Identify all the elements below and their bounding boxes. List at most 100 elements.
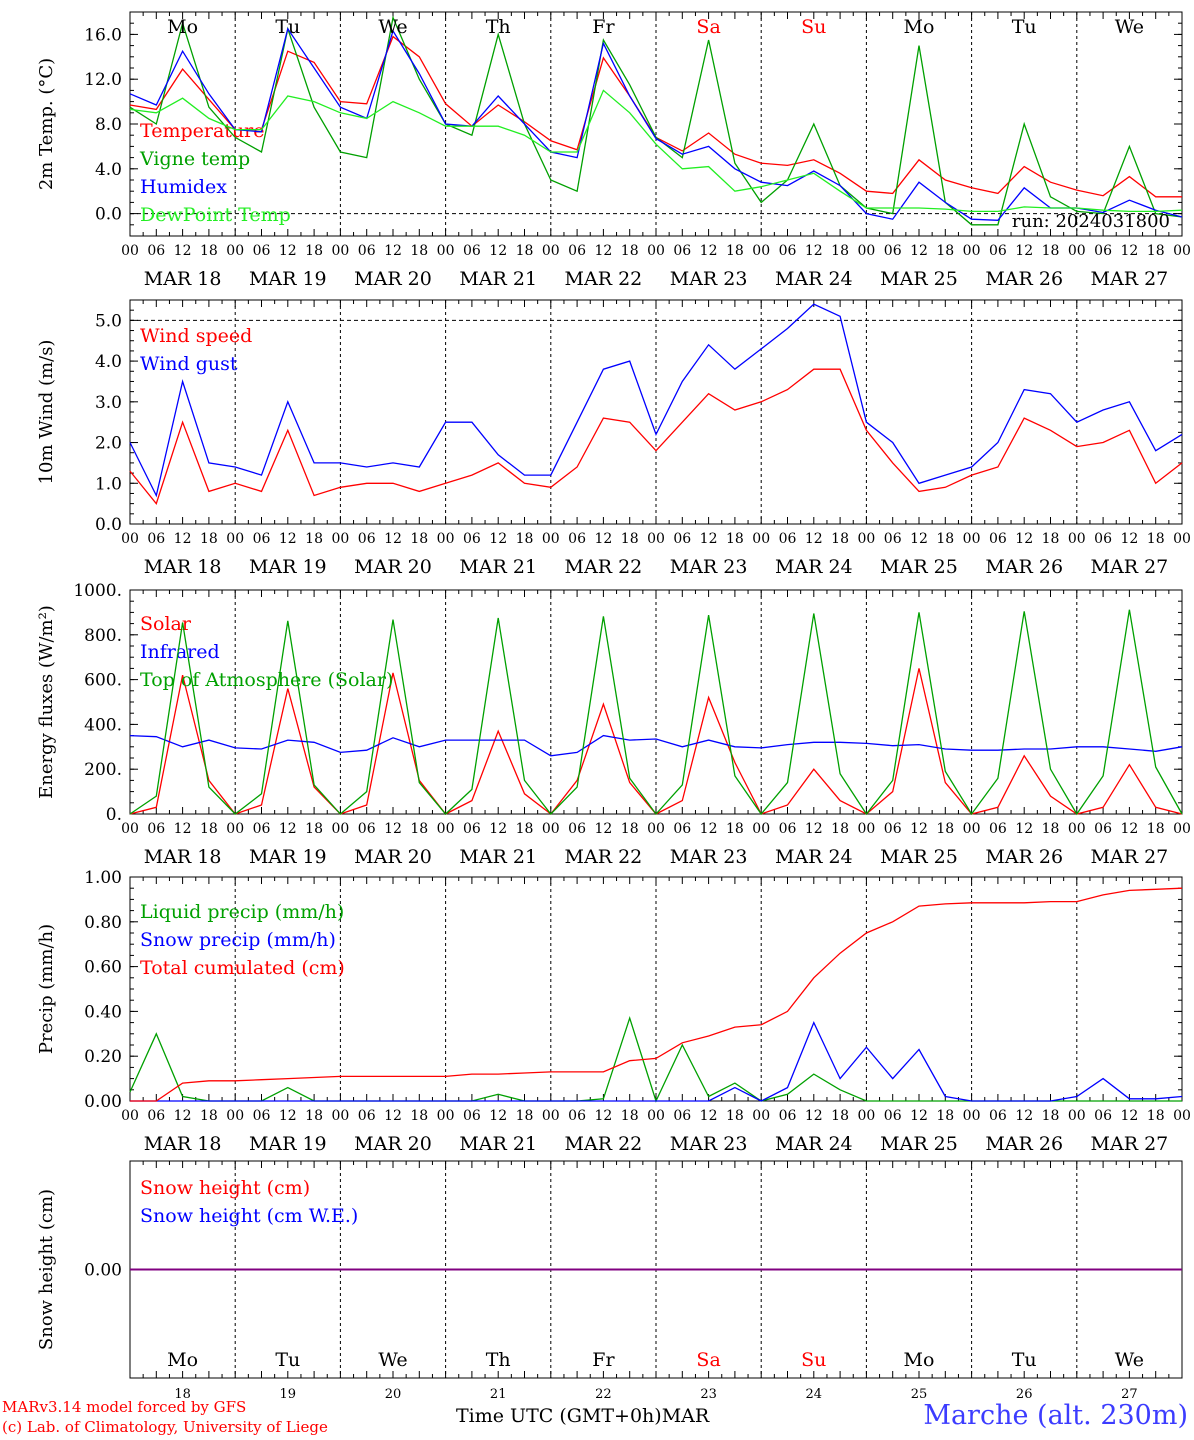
date-label: MAR 24 bbox=[775, 1133, 853, 1155]
date-label: MAR 25 bbox=[880, 556, 958, 578]
date-label: MAR 23 bbox=[670, 846, 748, 868]
hour-label: 12 bbox=[594, 821, 612, 837]
date-label: MAR 19 bbox=[249, 268, 327, 290]
hour-label: 18 bbox=[305, 1108, 323, 1124]
day-number: 19 bbox=[280, 1387, 297, 1402]
day-label: Th bbox=[486, 1349, 511, 1371]
hour-label: 18 bbox=[621, 821, 639, 837]
hour-label: 00 bbox=[1068, 243, 1086, 259]
hour-label: 06 bbox=[358, 821, 376, 837]
date-label: MAR 19 bbox=[249, 556, 327, 578]
y-tick-label: 2.0 bbox=[95, 434, 122, 454]
hour-label: 12 bbox=[384, 243, 402, 259]
hour-label: 12 bbox=[594, 1108, 612, 1124]
y-tick-label: 0.60 bbox=[84, 958, 122, 978]
legend-entry: Snow height (cm) bbox=[140, 1177, 310, 1199]
y-tick-label: 4.0 bbox=[95, 352, 122, 372]
hour-label: 00 bbox=[1173, 821, 1191, 837]
date-label: MAR 18 bbox=[144, 846, 222, 868]
hour-label: 00 bbox=[226, 1108, 244, 1124]
hour-label: 06 bbox=[884, 1108, 902, 1124]
hour-label: 18 bbox=[305, 243, 323, 259]
hour-label: 06 bbox=[463, 243, 481, 259]
date-label: MAR 24 bbox=[775, 268, 853, 290]
hour-label: 06 bbox=[989, 531, 1007, 547]
hour-label: 18 bbox=[1042, 531, 1060, 547]
hour-label: 06 bbox=[673, 531, 691, 547]
hour-label: 00 bbox=[331, 531, 349, 547]
station-label: Marche (alt. 230m) bbox=[923, 1400, 1188, 1431]
legend-entry: Wind speed bbox=[140, 325, 252, 347]
hour-label: 06 bbox=[568, 531, 586, 547]
hour-label: 18 bbox=[200, 243, 218, 259]
y-tick-label: 12.0 bbox=[84, 70, 122, 90]
hour-label: 06 bbox=[253, 1108, 271, 1124]
legend-entry: Humidex bbox=[140, 176, 227, 198]
legend-entry: DewPoint Temp bbox=[140, 204, 291, 226]
hour-label: 06 bbox=[989, 821, 1007, 837]
hour-label: 00 bbox=[1173, 243, 1191, 259]
hour-label: 06 bbox=[253, 821, 271, 837]
run-annotation: run: 2024031800 bbox=[1012, 211, 1170, 232]
day-label: Tu bbox=[1012, 1349, 1037, 1371]
legend-entry: Total cumulated (cm) bbox=[140, 957, 345, 979]
day-label: Mo bbox=[167, 16, 198, 38]
day-label: Su bbox=[801, 16, 826, 38]
date-label: MAR 22 bbox=[565, 556, 643, 578]
date-label: MAR 23 bbox=[670, 556, 748, 578]
hour-label: 18 bbox=[831, 531, 849, 547]
hour-label: 12 bbox=[805, 821, 823, 837]
hour-label: 00 bbox=[437, 821, 455, 837]
hour-label: 12 bbox=[1015, 1108, 1033, 1124]
hour-label: 12 bbox=[384, 531, 402, 547]
hour-label: 12 bbox=[279, 243, 297, 259]
time-axis-title: Time UTC (GMT+0h)MAR bbox=[456, 1405, 710, 1427]
hour-label: 12 bbox=[910, 1108, 928, 1124]
hour-label: 18 bbox=[936, 531, 954, 547]
day-number: 23 bbox=[700, 1387, 717, 1402]
hour-label: 06 bbox=[253, 531, 271, 547]
y-axis-label: Snow height (cm) bbox=[36, 1189, 57, 1350]
y-axis-label: 2m Temp. (°C) bbox=[36, 58, 57, 190]
hour-label: 18 bbox=[936, 821, 954, 837]
hour-label: 12 bbox=[384, 1108, 402, 1124]
hour-label: 12 bbox=[1120, 243, 1138, 259]
series-line-3-2 bbox=[130, 887, 1183, 1102]
legend-entry: Solar bbox=[140, 613, 192, 635]
hour-label: 00 bbox=[121, 531, 139, 547]
y-tick-label: 200. bbox=[84, 760, 122, 780]
date-label: MAR 26 bbox=[985, 556, 1063, 578]
hour-label: 00 bbox=[542, 243, 560, 259]
hour-label: 18 bbox=[516, 1108, 534, 1124]
series-line-1-0 bbox=[129, 368, 1183, 505]
hour-label: 00 bbox=[857, 1108, 875, 1124]
day-number: 26 bbox=[1016, 1387, 1033, 1402]
hour-label: 12 bbox=[910, 243, 928, 259]
hour-label: 12 bbox=[279, 1108, 297, 1124]
hour-label: 06 bbox=[989, 243, 1007, 259]
hour-label: 06 bbox=[1094, 1108, 1112, 1124]
hour-label: 12 bbox=[700, 821, 718, 837]
hour-label: 06 bbox=[358, 1108, 376, 1124]
hour-label: 12 bbox=[910, 821, 928, 837]
hour-label: 18 bbox=[726, 531, 744, 547]
hour-label: 00 bbox=[857, 821, 875, 837]
hour-label: 18 bbox=[1147, 821, 1165, 837]
y-axis-label: 10m Wind (m/s) bbox=[36, 340, 57, 485]
hour-label: 06 bbox=[673, 243, 691, 259]
hour-label: 06 bbox=[673, 1108, 691, 1124]
hour-label: 18 bbox=[726, 1108, 744, 1124]
hour-label: 06 bbox=[1094, 531, 1112, 547]
date-label: MAR 20 bbox=[354, 1133, 432, 1155]
day-label: Su bbox=[801, 1349, 826, 1371]
hour-label: 06 bbox=[463, 531, 481, 547]
hour-label: 00 bbox=[331, 243, 349, 259]
day-label: We bbox=[1115, 16, 1144, 38]
model-credit: MARv3.14 model forced by GFS bbox=[2, 1398, 247, 1416]
hour-label: 00 bbox=[963, 821, 981, 837]
y-axis-label: Precip (mm/h) bbox=[36, 924, 57, 1054]
date-label: MAR 20 bbox=[354, 846, 432, 868]
hour-label: 18 bbox=[305, 821, 323, 837]
hour-label: 12 bbox=[279, 531, 297, 547]
date-label: MAR 21 bbox=[459, 1133, 537, 1155]
